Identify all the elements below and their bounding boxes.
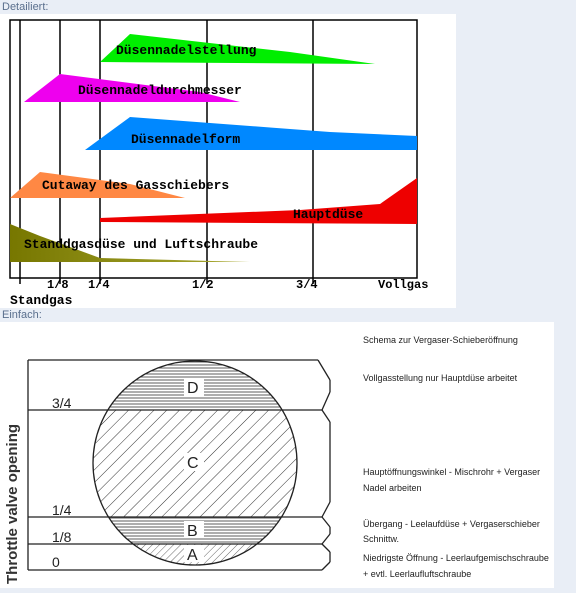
zone-d-letter: D (187, 380, 199, 397)
simple-diagram-panel: Throttle valve opening D C B A (0, 322, 554, 588)
note-main-opening-line1: Hauptöffnungswinkel - Mischrohr + Vergas… (363, 467, 540, 477)
note-lowest-opening-line1: Niedrigste Öffnung - Leerlaufgemischschr… (363, 553, 549, 563)
label-needle-position: Düsennadelstellung (116, 43, 257, 58)
diagram-title: Schema zur Vergaser-Schieberöffnung (363, 335, 518, 345)
band-idle-jet (10, 224, 250, 262)
tick-3-4: 3/4 (296, 278, 318, 292)
throttle-bore-circle (92, 360, 298, 566)
label-needle-shape: Düsennadelform (131, 132, 240, 147)
band-needle-diameter (24, 74, 240, 102)
label-needle-diameter: Düsennadeldurchmesser (78, 83, 242, 98)
tick-idle: Standgas (10, 293, 73, 308)
throttle-axis-label: Throttle valve opening (4, 424, 21, 584)
simple-section-label: Einfach: (2, 309, 42, 321)
band-cutaway (10, 172, 185, 198)
band-main-jet (100, 178, 417, 224)
detailed-section-label: Detailiert: (2, 1, 49, 13)
level-0: 0 (52, 554, 60, 570)
tick-full-throttle: Vollgas (378, 278, 428, 292)
note-main-opening-line2: Nadel arbeiten (363, 483, 422, 493)
tick-1-2: 1/2 (192, 278, 214, 292)
level-1-8: 1/8 (52, 529, 72, 545)
band-needle-position (100, 34, 375, 64)
detailed-chart-panel: Düsennadelstellung Düsennadeldurchmesser… (0, 14, 456, 308)
band-needle-shape (85, 117, 417, 150)
tick-1-4: 1/4 (88, 278, 110, 292)
note-full-throttle: Vollgasstellung nur Hauptdüse arbeitet (363, 373, 518, 383)
zone-b-letter: B (187, 523, 198, 540)
level-3-4: 3/4 (52, 395, 72, 411)
note-transition-line1: Übergang - Leelaufdüse + Vergaserschiebe… (363, 519, 540, 529)
note-transition-line2: Schnittw. (363, 534, 399, 544)
zone-c-letter: C (187, 455, 199, 472)
label-idle-jet: Standdgasdüse und Luftschraube (24, 237, 258, 252)
label-main-jet: Hauptdüse (293, 207, 363, 222)
label-cutaway: Cutaway des Gasschiebers (42, 178, 229, 193)
note-lowest-opening-line2: + evtl. Leerlaufluftschraube (363, 569, 471, 579)
tick-1-8: 1/8 (47, 278, 69, 292)
level-1-4: 1/4 (52, 502, 72, 518)
zone-a-letter: A (187, 547, 198, 564)
